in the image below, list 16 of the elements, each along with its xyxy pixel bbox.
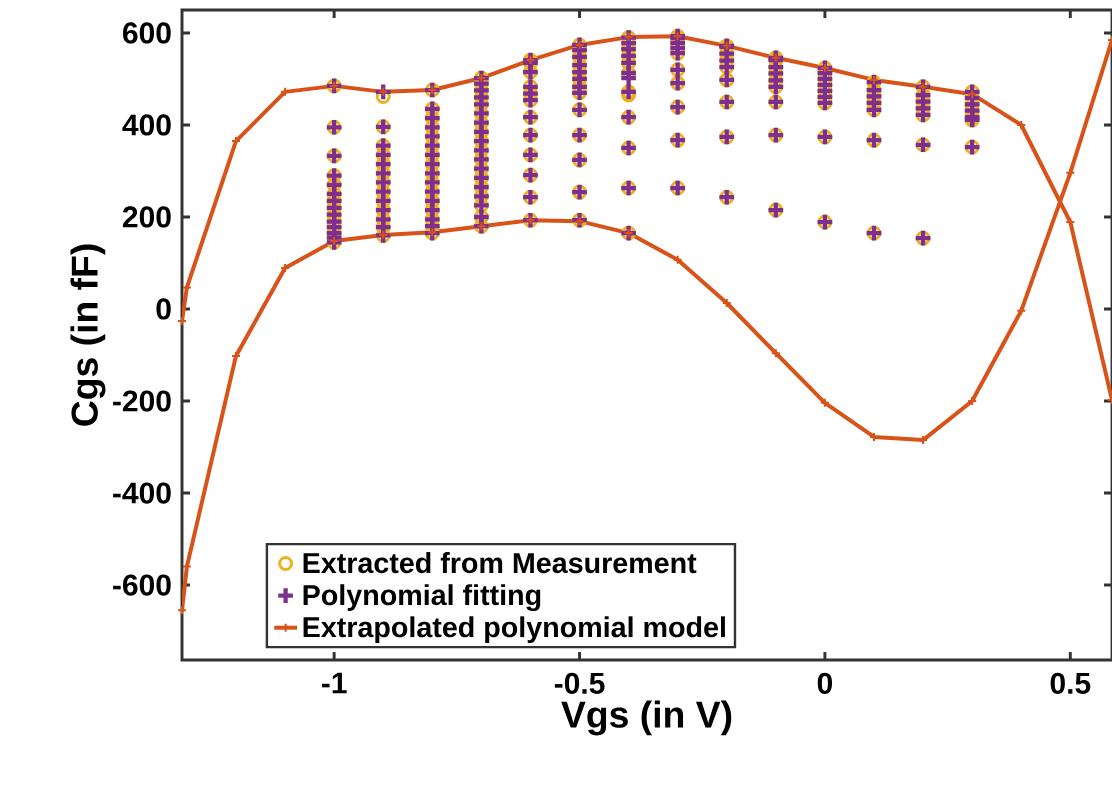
y-tick-label: 0 bbox=[156, 298, 171, 320]
y-axis-title: Cgs (in fF) bbox=[70, 244, 106, 426]
legend-label: Polynomial fitting bbox=[303, 584, 541, 612]
x-tick-label: -1 bbox=[321, 672, 347, 694]
y-tick-label: 400 bbox=[122, 114, 171, 136]
legend-label: Extracted from Measurement bbox=[303, 552, 697, 574]
y-tick-label: -400 bbox=[113, 482, 171, 504]
y-tick-label: 600 bbox=[123, 22, 171, 44]
y-tick-label: -200 bbox=[113, 390, 171, 412]
x-tick-label: -0.5 bbox=[554, 672, 605, 694]
x-tick-label: 0.5 bbox=[1050, 672, 1091, 694]
y-tick-label: 200 bbox=[122, 206, 171, 228]
x-axis-title: Vgs (in V) bbox=[561, 700, 732, 736]
y-tick-label: -600 bbox=[113, 574, 171, 596]
legend-label: Extrapolated polynomial model bbox=[303, 616, 725, 644]
x-tick-label: 0 bbox=[817, 672, 833, 694]
